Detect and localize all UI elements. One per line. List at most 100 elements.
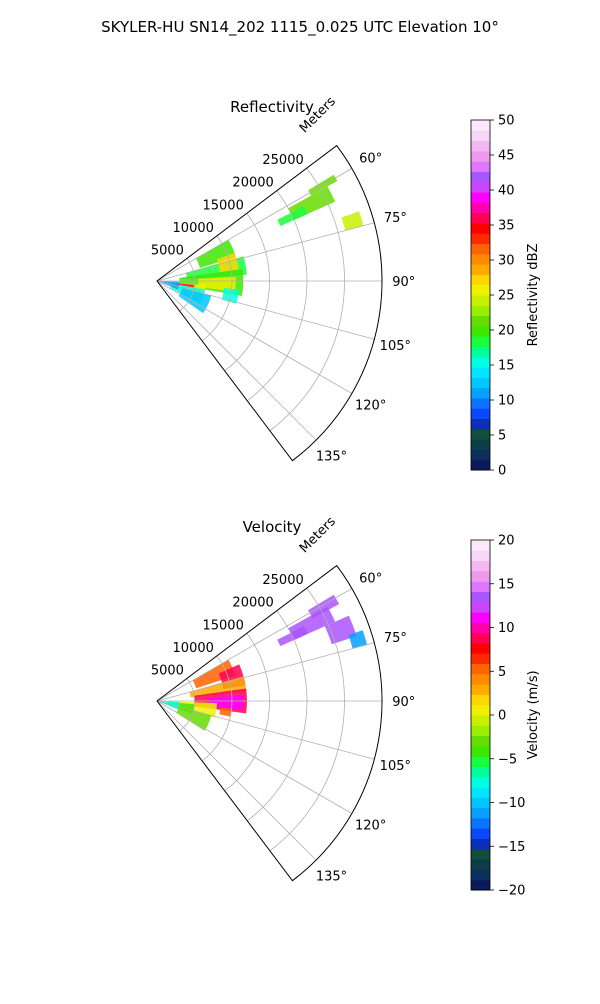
angular-gridline	[156, 222, 375, 282]
colorbar-swatch	[471, 408, 490, 420]
echo-region	[176, 706, 212, 731]
echo-region	[209, 694, 244, 711]
colorbar-label: Velocity (m/s)	[526, 670, 541, 759]
figure-suptitle: SKYLER-HU SN14_202 1115_0.025 UTC Elevat…	[101, 18, 499, 37]
angular-gridline	[156, 588, 353, 702]
colorbar-tick-label: −20	[498, 884, 525, 899]
radial-gridline	[247, 610, 308, 822]
colorbar-swatch	[471, 171, 490, 183]
colorbar-swatch	[471, 325, 490, 337]
colorbar-swatch	[471, 336, 490, 347]
angle-tick-label: 60°	[359, 152, 382, 167]
colorbar-swatch	[471, 776, 490, 788]
velocity-panel: Velocity 5000 10000 15000 20000 25000 60° 75° 90…	[151, 514, 541, 898]
angular-gridline	[156, 642, 375, 702]
angle-tick-label: 135°	[316, 449, 347, 464]
colorbar-swatch	[471, 838, 490, 850]
angular-gridline	[156, 168, 353, 282]
colorbar-swatch	[471, 756, 490, 767]
angle-tick-label: 75°	[384, 631, 407, 646]
angular-gridline	[156, 280, 317, 441]
colorbar-swatch	[471, 439, 490, 450]
echo-region	[341, 211, 364, 231]
radial-tick-label: 20000	[232, 596, 273, 611]
colorbar-swatch	[471, 140, 490, 152]
radial-gridline	[201, 235, 233, 342]
colorbar-swatch	[471, 418, 490, 430]
angle-tick-label: 120°	[355, 818, 386, 833]
colorbar-swatch	[471, 295, 490, 306]
echo-region	[348, 630, 368, 649]
colorbar-swatch	[471, 150, 490, 162]
colorbar-swatch	[471, 766, 490, 778]
colorbar-swatch	[471, 560, 490, 572]
radial-gridline	[269, 167, 345, 432]
colorbar-swatch	[471, 612, 490, 623]
radial-tick-label: 15000	[202, 618, 243, 633]
colorbar-swatch	[471, 848, 490, 860]
angle-tick-label: 90°	[392, 275, 415, 290]
colorbar-tick-label: 40	[498, 184, 515, 199]
radial-gridline	[201, 655, 233, 762]
colorbar-swatch	[471, 869, 490, 881]
colorbar-swatch	[471, 315, 490, 327]
angle-tick-label: 135°	[316, 869, 347, 884]
colorbar-swatch	[471, 120, 490, 131]
colorbar-swatch	[471, 243, 490, 255]
radial-tick-label: 5000	[151, 663, 184, 678]
angle-tick-label: 60°	[359, 572, 382, 587]
sector-frame	[156, 564, 383, 882]
sector-frame	[156, 144, 383, 462]
colorbar-swatch	[471, 684, 490, 695]
colorbar-swatch	[471, 725, 490, 737]
radial-tick-label: 25000	[262, 573, 303, 588]
colorbar-swatch	[471, 735, 490, 747]
radial-tick-label: 15000	[202, 198, 243, 213]
colorbar-tick-label: −15	[498, 840, 525, 855]
colorbar-swatch	[471, 704, 490, 716]
echo-region	[324, 615, 357, 645]
colorbar-swatch	[471, 181, 490, 193]
angle-tick-label: 90°	[392, 695, 415, 710]
panel-title: Reflectivity	[230, 98, 314, 116]
echo-region	[157, 281, 180, 290]
radial-gridline	[179, 678, 195, 732]
colorbar-swatch	[471, 591, 490, 603]
colorbar-swatch	[471, 570, 490, 582]
colorbar-tick-label: 20	[498, 324, 515, 339]
colorbar-tick-label: 5	[498, 665, 506, 680]
radial-tick-label: 25000	[262, 153, 303, 168]
echo-region	[216, 252, 239, 273]
echo-region	[195, 239, 236, 268]
radial-gridline	[269, 587, 345, 852]
colorbar-swatch	[471, 828, 490, 840]
angle-tick-label: 75°	[384, 211, 407, 226]
colorbar-swatch	[471, 212, 490, 224]
angular-gridline	[156, 700, 317, 861]
colorbar-swatch	[471, 233, 490, 245]
colorbar-swatch	[471, 653, 490, 665]
colorbar-swatch	[471, 356, 490, 368]
echo-region	[157, 701, 180, 710]
colorbar-swatch	[471, 601, 490, 613]
colorbar-swatch	[471, 817, 490, 829]
colorbar-tick-label: 50	[498, 114, 515, 129]
colorbar-swatch	[471, 222, 490, 234]
colorbar-tick-label: 0	[498, 464, 506, 479]
colorbar-swatch	[471, 253, 490, 265]
reflectivity-panel: Reflectivity 5000 10000 15000 20000 25000 60° 7…	[151, 94, 541, 478]
colorbar-swatch	[471, 274, 490, 286]
colorbar-tick-label: 30	[498, 254, 515, 269]
echo-region	[192, 659, 236, 689]
colorbar-label: Reflectivity dBZ	[526, 244, 541, 347]
colorbar-swatch	[471, 264, 490, 275]
radial-gridline	[247, 190, 308, 402]
colorbar-swatch	[471, 807, 490, 819]
colorbar-swatch	[471, 642, 490, 654]
radial-gridline	[224, 213, 270, 372]
colorbar-tick-label: 0	[498, 709, 506, 724]
colorbar-swatch	[471, 632, 490, 644]
angular-gridline	[156, 280, 375, 340]
colorbar-tick-label: 15	[498, 577, 515, 592]
colorbar-swatch	[471, 715, 490, 726]
